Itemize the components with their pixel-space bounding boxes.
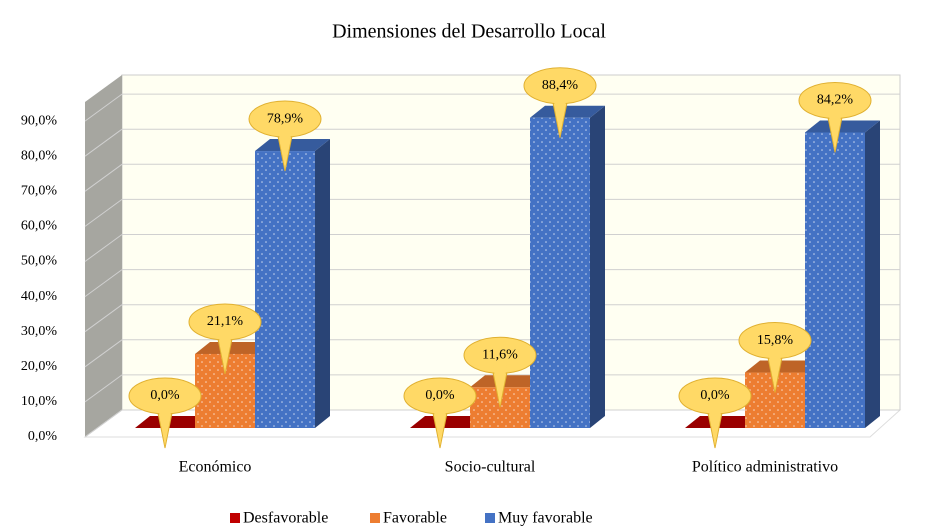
data-label: 15,8% — [757, 333, 794, 348]
legend-swatch — [485, 513, 495, 523]
callout-pointer-fill — [553, 95, 567, 136]
callout-pointer-fill — [278, 129, 292, 170]
data-label: 78,9% — [267, 111, 304, 126]
bar-top — [685, 416, 760, 428]
y-tick-label: 80,0% — [21, 148, 58, 163]
data-label: 84,2% — [817, 93, 854, 108]
grid-line — [84, 269, 123, 298]
legend-label: Desfavorable — [243, 510, 328, 527]
bar-texture — [255, 151, 315, 428]
callout-pointer-fill — [218, 331, 232, 372]
y-tick-label: 20,0% — [21, 359, 58, 374]
grid-line — [84, 198, 123, 227]
bar-texture — [530, 117, 590, 428]
bar-side — [865, 120, 880, 428]
bar-top — [255, 139, 330, 152]
callout-pointer-fill — [828, 110, 842, 151]
chart-title: Dimensiones del Desarrollo Local — [332, 21, 606, 43]
bar-top — [410, 416, 485, 428]
bar-top — [135, 416, 210, 428]
y-tick-label: 70,0% — [21, 184, 58, 199]
bar-side — [590, 105, 605, 428]
callout-pointer-fill — [768, 350, 782, 391]
bar-top — [470, 375, 545, 388]
data-label: 0,0% — [700, 388, 730, 403]
bar-top — [195, 341, 270, 354]
grid-line — [84, 304, 123, 333]
bar-top — [530, 105, 605, 118]
legend-label: Muy favorable — [498, 510, 593, 527]
callout-pointer-fill — [708, 406, 722, 446]
data-label: 21,1% — [207, 314, 244, 329]
bar-top — [805, 120, 880, 133]
callout-pointer-fill — [493, 365, 507, 406]
bars — [135, 105, 880, 428]
grid-line — [84, 93, 123, 122]
callout-pointer-fill — [433, 406, 447, 446]
side-wall — [85, 75, 122, 437]
y-tick-label: 40,0% — [21, 289, 58, 304]
grid-line — [84, 339, 123, 368]
x-tick-label: Socio-cultural — [445, 459, 536, 476]
data-label: 0,0% — [150, 388, 180, 403]
y-tick-label: 30,0% — [21, 324, 58, 339]
x-tick-label: Económico — [179, 459, 252, 476]
y-tick-label: 10,0% — [21, 394, 58, 409]
bar-texture — [805, 132, 865, 428]
y-tick-label: 60,0% — [21, 219, 58, 234]
legend-swatch — [230, 513, 240, 523]
grid-line — [84, 234, 123, 262]
bar-side — [315, 139, 330, 428]
callout-pointer-fill — [158, 406, 172, 446]
grid-line — [84, 374, 123, 403]
legend-label: Favorable — [383, 510, 447, 527]
bar-top — [745, 360, 820, 373]
data-label: 11,6% — [482, 348, 518, 363]
y-tick-label: 50,0% — [21, 254, 58, 269]
grid-line — [84, 409, 123, 438]
grid-line — [84, 163, 123, 192]
y-tick-label: 0,0% — [28, 429, 58, 444]
data-label: 0,0% — [425, 388, 455, 403]
legend-swatch — [370, 513, 380, 523]
grid-line — [84, 128, 123, 157]
data-label: 88,4% — [542, 78, 579, 93]
y-tick-label: 90,0% — [21, 113, 58, 128]
x-tick-label: Político administrativo — [692, 459, 838, 476]
